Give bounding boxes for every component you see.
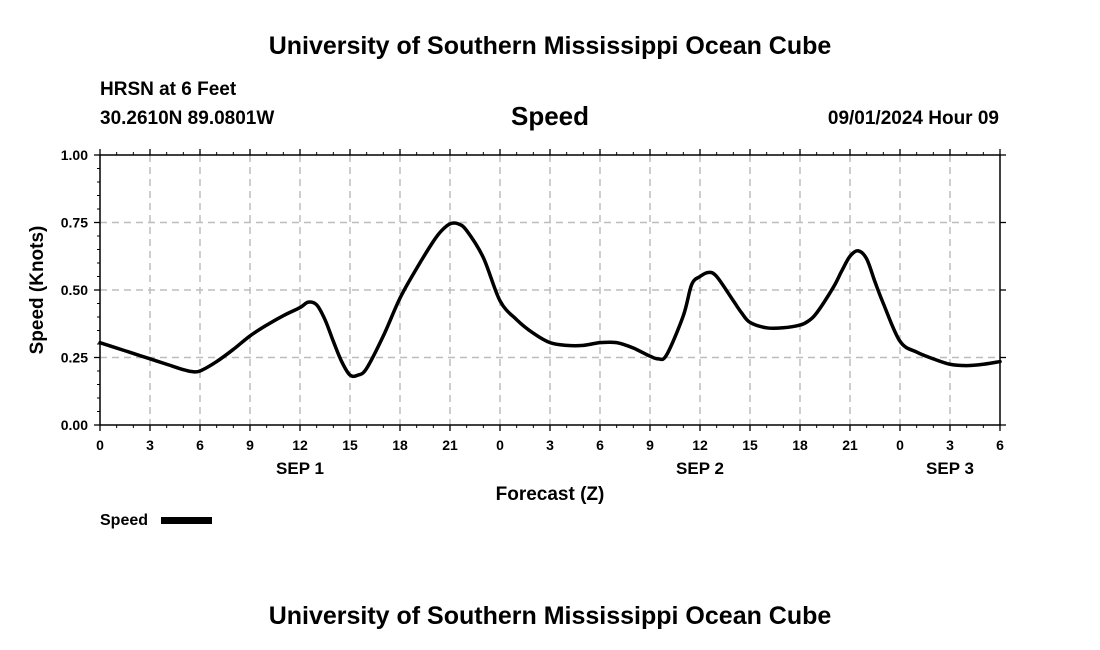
forecast-datetime: 09/01/2024 Hour 09 (828, 108, 999, 129)
station-label: HRSN at 6 Feet (100, 79, 237, 100)
x-tick-label: 21 (442, 437, 458, 453)
y-tick-label: 0.00 (61, 417, 88, 433)
x-tick-label: 6 (196, 437, 204, 453)
x-tick-label: 9 (646, 437, 654, 453)
x-tick-label: 3 (946, 437, 954, 453)
y-tick-label: 1.00 (61, 147, 88, 163)
y-tick-label: 0.75 (61, 215, 88, 231)
chart-title: Speed (511, 101, 589, 131)
date-label: SEP 2 (676, 459, 724, 478)
y-tick-label: 0.25 (61, 350, 88, 366)
y-tick-label: 0.50 (61, 282, 88, 298)
series-layer (98, 221, 1002, 379)
x-tick-label: 0 (896, 437, 904, 453)
x-tick-labels: 0 3 6 9 12 15 18 21 0 3 6 9 12 15 18 21 0 3 6 (96, 437, 1004, 453)
x-tick-label: 6 (996, 437, 1004, 453)
page-title: University of Southern Mississippi Ocean… (269, 32, 832, 60)
date-labels: SEP 1 SEP 2 SEP 3 (276, 459, 974, 478)
x-tick-label: 15 (342, 437, 358, 453)
date-label: SEP 1 (276, 459, 324, 478)
x-tick-label: 18 (792, 437, 808, 453)
station-coordinates: 30.2610N 89.0801W (100, 108, 274, 129)
x-axis-label: Forecast (Z) (496, 484, 605, 505)
x-tick-label: 6 (596, 437, 604, 453)
footer-title: University of Southern Mississippi Ocean… (269, 602, 832, 630)
y-axis-label: Speed (Knots) (27, 226, 48, 355)
legend: Speed (100, 512, 212, 529)
x-tick-label: 3 (146, 437, 154, 453)
x-tick-label: 12 (692, 437, 708, 453)
x-tick-label: 21 (842, 437, 858, 453)
date-label: SEP 3 (926, 459, 974, 478)
x-tick-label: 3 (546, 437, 554, 453)
grid-lines (100, 155, 1000, 425)
x-tick-label: 15 (742, 437, 758, 453)
x-tick-label: 0 (96, 437, 104, 453)
legend-swatch (161, 517, 212, 524)
plot-frame (99, 154, 1001, 426)
x-tick-label: 9 (246, 437, 254, 453)
y-tick-labels: 0.00 0.25 0.50 0.75 1.00 (61, 147, 88, 433)
x-tick-label: 12 (292, 437, 308, 453)
legend-label: Speed (100, 512, 148, 529)
x-tick-label: 0 (496, 437, 504, 453)
x-tick-label: 18 (392, 437, 408, 453)
series-line-speed (98, 221, 1002, 379)
